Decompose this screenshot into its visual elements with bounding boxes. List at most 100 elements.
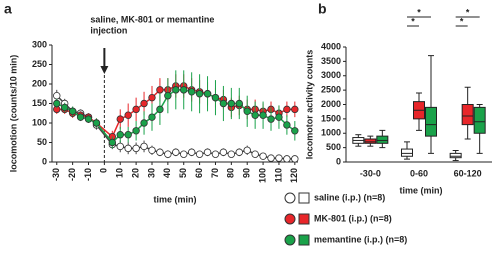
x-tick-label: 60 <box>194 168 204 178</box>
box <box>473 106 486 134</box>
marker <box>132 105 140 114</box>
legend-circle <box>284 213 296 225</box>
panel-label: a <box>4 1 12 17</box>
box <box>425 106 437 137</box>
marker <box>259 152 267 160</box>
marker <box>291 105 299 114</box>
marker <box>275 113 283 121</box>
y-tick-label: 3500 <box>321 56 341 66</box>
significance: * <box>417 7 421 17</box>
significance: * <box>460 16 464 26</box>
legend-square <box>298 234 310 246</box>
x-tick-label: 0 <box>99 168 109 173</box>
x-tick-label: -30-0 <box>360 168 381 178</box>
x-tick-label: -20 <box>67 168 77 181</box>
marker <box>92 119 101 127</box>
marker <box>243 146 251 154</box>
marker <box>291 127 299 135</box>
marker <box>116 142 124 151</box>
marker <box>267 115 275 123</box>
marker <box>291 155 299 163</box>
x-tick-label: 0-60 <box>410 168 428 178</box>
marker <box>148 93 156 102</box>
box <box>449 152 462 159</box>
x-tick-label: 70 <box>210 168 220 178</box>
x-tick-label: 10 <box>115 168 125 178</box>
y-tick-label: 100 <box>32 117 47 127</box>
y-tick-label: 150 <box>32 98 47 108</box>
marker <box>164 150 172 158</box>
x-tick-label: -30 <box>51 168 61 181</box>
box <box>364 138 377 144</box>
marker <box>76 113 85 121</box>
x-tick-label: 40 <box>162 168 172 178</box>
y-axis-label: locomotion (counts/10 min) <box>8 55 18 173</box>
marker <box>124 144 132 153</box>
marker <box>187 148 196 156</box>
marker <box>219 148 228 156</box>
legend-square <box>298 192 310 204</box>
marker <box>180 86 188 94</box>
marker <box>259 111 267 119</box>
legend-circle <box>284 234 296 246</box>
y-tick-label: 1500 <box>321 113 341 123</box>
marker <box>283 155 291 163</box>
x-tick-label: 80 <box>226 168 236 178</box>
x-tick-label: 90 <box>242 168 252 178</box>
marker <box>195 90 204 98</box>
x-tick-label: -10 <box>83 168 93 181</box>
significance: * <box>466 7 470 17</box>
y-axis-label: locomotor activity counts <box>304 50 314 160</box>
marker <box>53 91 61 100</box>
legend-square <box>298 213 310 225</box>
marker <box>251 150 259 158</box>
legend-circle <box>284 192 296 204</box>
x-tick-label: 110 <box>273 168 283 183</box>
annotation: injection <box>90 25 127 35</box>
marker <box>148 113 156 121</box>
box <box>461 104 474 126</box>
marker <box>187 88 196 96</box>
x-tick-label: 120 <box>289 168 299 183</box>
marker <box>180 150 188 158</box>
y-tick-label: 2500 <box>321 85 341 95</box>
marker <box>227 150 236 158</box>
x-tick-label: 20 <box>130 168 140 178</box>
marker <box>267 154 275 162</box>
marker <box>283 105 291 114</box>
x-axis-label: time (min) <box>399 185 442 195</box>
box <box>376 135 389 144</box>
marker <box>124 130 132 139</box>
marker <box>219 99 228 108</box>
marker <box>84 115 93 123</box>
x-tick-label: 60-120 <box>454 168 482 178</box>
marker <box>172 86 180 94</box>
marker <box>283 121 291 129</box>
panel-label: b <box>318 1 327 17</box>
marker <box>156 105 164 114</box>
y-tick-label: 0 <box>336 156 341 166</box>
y-tick-label: 0 <box>42 156 47 166</box>
marker <box>211 93 220 102</box>
y-tick-label: 300 <box>32 39 47 49</box>
arrow-head <box>100 66 109 74</box>
marker <box>235 148 243 156</box>
y-tick-label: 50 <box>37 137 47 147</box>
marker <box>116 115 124 123</box>
marker <box>124 111 132 119</box>
legend-label: MK-801 (i.p.) (n=8) <box>314 213 392 223</box>
marker <box>132 144 140 153</box>
legend-label: memantine (i.p.) (n=8) <box>314 234 407 244</box>
y-tick-label: 3000 <box>321 70 341 80</box>
marker <box>251 111 259 119</box>
marker <box>203 90 212 98</box>
marker <box>164 91 172 100</box>
x-tick-label: 50 <box>178 168 188 178</box>
y-tick-label: 250 <box>32 59 47 69</box>
marker <box>156 148 164 156</box>
box <box>401 148 413 157</box>
significance: * <box>411 16 415 26</box>
marker <box>60 103 69 112</box>
marker <box>140 119 148 127</box>
annotation: saline, MK-801 or memantine <box>90 14 214 24</box>
